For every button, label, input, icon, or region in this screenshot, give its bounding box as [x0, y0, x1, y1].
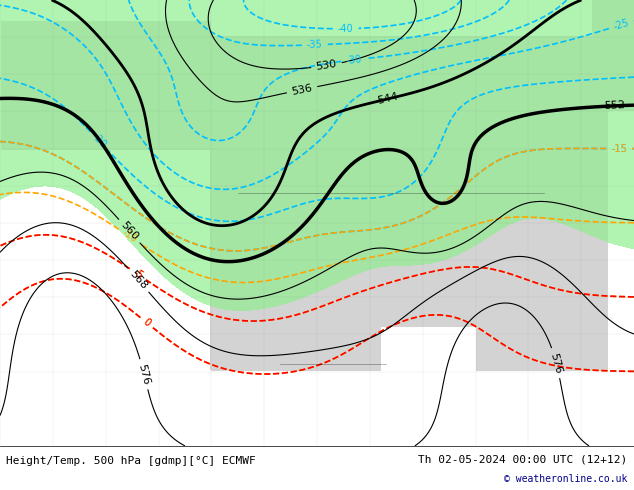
Text: -30: -30: [346, 54, 363, 66]
Text: -15: -15: [611, 144, 627, 153]
Text: -10: -10: [120, 228, 139, 245]
Text: 576: 576: [136, 363, 152, 386]
Text: 544: 544: [377, 92, 399, 106]
Text: -25: -25: [612, 18, 630, 32]
Text: © weatheronline.co.uk: © weatheronline.co.uk: [504, 474, 628, 484]
Text: -15: -15: [611, 144, 627, 153]
Text: 552: 552: [604, 100, 626, 111]
Text: 530: 530: [315, 59, 338, 72]
Text: 536: 536: [291, 83, 313, 97]
Text: 576: 576: [548, 351, 564, 374]
Text: Th 02-05-2024 00:00 UTC (12+12): Th 02-05-2024 00:00 UTC (12+12): [418, 454, 628, 464]
Text: -35: -35: [307, 40, 323, 50]
Text: -20: -20: [90, 132, 108, 150]
Text: 568: 568: [127, 269, 149, 292]
Text: 0: 0: [141, 317, 152, 328]
Text: -5: -5: [131, 268, 145, 281]
Text: 560: 560: [119, 220, 140, 243]
Text: -40: -40: [338, 24, 354, 34]
Text: 0: 0: [141, 317, 152, 328]
Text: -5: -5: [131, 268, 145, 281]
Text: Height/Temp. 500 hPa [gdmp][°C] ECMWF: Height/Temp. 500 hPa [gdmp][°C] ECMWF: [6, 456, 256, 466]
